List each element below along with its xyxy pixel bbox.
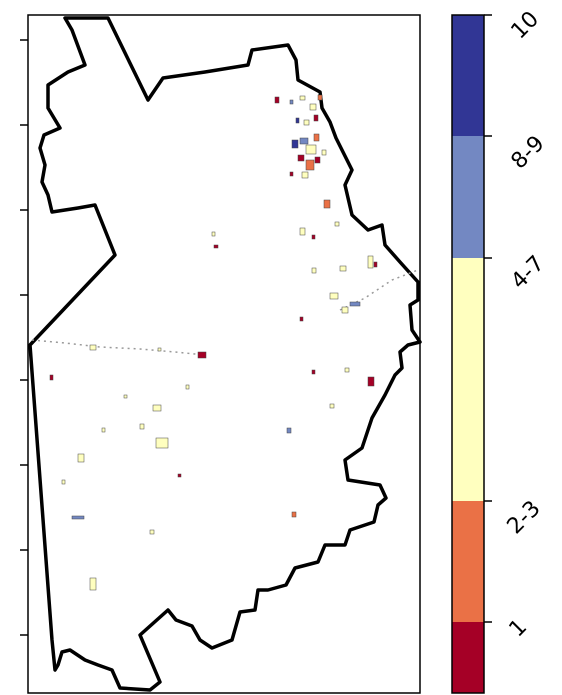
parcel: [295, 117, 300, 124]
colorbar-label-8-9: 8-9: [507, 131, 550, 174]
parcel: [314, 156, 321, 164]
colorbar-bin-4-7: [452, 258, 484, 501]
parcel: [317, 94, 323, 101]
colorbar-label-2-3: 2-3: [503, 496, 546, 539]
parcel: [286, 427, 292, 434]
colorbar-bin-10: [452, 15, 484, 136]
parcel: [77, 453, 85, 463]
parcel: [71, 515, 85, 520]
map-frame: [27, 14, 421, 694]
parcel: [101, 427, 106, 433]
parcel: [155, 437, 169, 449]
colorbar: 10 8-9 4-7 2-3 1: [451, 7, 550, 694]
region-boundary: [28, 16, 422, 692]
parcel-patches: [49, 94, 378, 591]
colorbar-label-1: 1: [505, 615, 533, 643]
colorbar-frame: [451, 14, 485, 694]
parcel: [289, 99, 294, 105]
colorbar-label-10: 10: [507, 7, 544, 44]
parcel: [305, 159, 315, 171]
parcel: [157, 347, 162, 352]
colorbar-label-4-7: 4-7: [507, 251, 550, 294]
parcel: [49, 374, 54, 381]
parcel: [367, 255, 374, 269]
parcel: [299, 95, 306, 101]
parcel: [313, 133, 320, 142]
parcel: [299, 227, 306, 236]
parcel: [89, 577, 97, 591]
parcel: [321, 149, 327, 156]
parcel: [197, 351, 207, 359]
parcel: [291, 511, 297, 518]
parcel: [299, 316, 304, 322]
parcel: [291, 139, 299, 149]
parcel: [299, 137, 309, 145]
parcel: [311, 267, 317, 274]
colorbar-bin-1: [452, 622, 484, 693]
parcel: [301, 171, 309, 179]
parcel: [311, 234, 316, 240]
y-axis-ticks: [20, 39, 28, 636]
parcel: [152, 404, 162, 412]
parcel: [139, 423, 145, 430]
colorbar-bin-2-3: [452, 501, 484, 622]
parcel: [313, 114, 319, 122]
parcel: [334, 221, 340, 227]
parcel: [274, 96, 280, 104]
parcel: [213, 244, 219, 249]
parcel: [373, 261, 378, 268]
parcel: [344, 367, 350, 373]
parcel: [89, 344, 97, 351]
parcel: [323, 199, 331, 209]
parcel: [329, 292, 339, 300]
parcel: [329, 403, 335, 409]
parcel: [289, 171, 294, 177]
parcel: [311, 369, 316, 375]
parcel: [149, 529, 155, 535]
parcel: [177, 473, 182, 478]
parcel: [367, 376, 375, 387]
parcel: [305, 144, 317, 155]
parcel: [123, 394, 128, 399]
colorbar-bin-8-9: [452, 136, 484, 258]
parcel: [61, 479, 66, 485]
parcel: [211, 231, 216, 237]
parcel: [297, 154, 305, 162]
parcel: [185, 384, 190, 390]
parcel: [349, 301, 361, 307]
parcel: [303, 119, 310, 126]
parcel: [341, 306, 349, 314]
parcel: [339, 265, 347, 272]
parcel: [309, 103, 317, 111]
